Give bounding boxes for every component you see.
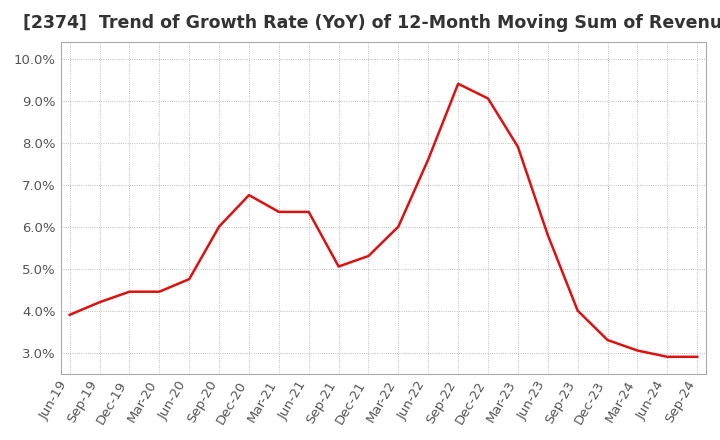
Title: [2374]  Trend of Growth Rate (YoY) of 12-Month Moving Sum of Revenues: [2374] Trend of Growth Rate (YoY) of 12-…	[23, 14, 720, 32]
